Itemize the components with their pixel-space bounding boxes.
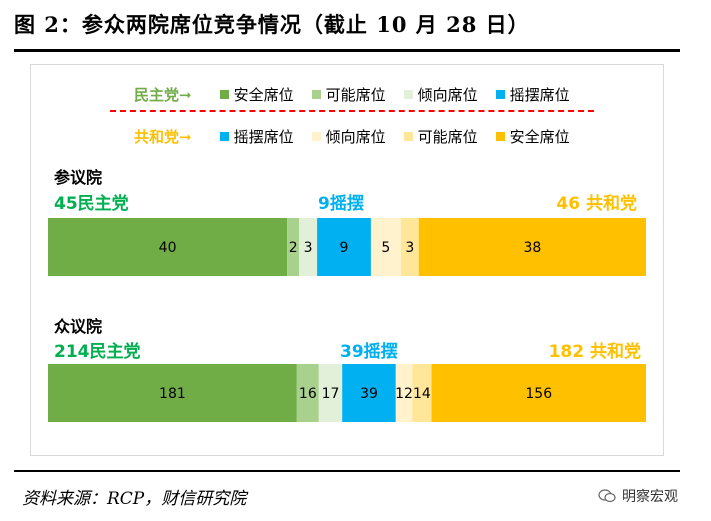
legend-swatch: [495, 89, 505, 99]
bar-segment-label: 5: [381, 240, 390, 256]
bar-segment: [395, 364, 413, 422]
bar-segment-label: 39: [360, 386, 378, 402]
legend-item-dem-safe: 安全席位: [219, 84, 294, 105]
bar-segment: [418, 218, 646, 276]
house-rep-total: 182 共和党: [548, 342, 641, 362]
house-dem-total: 214民主党: [54, 342, 141, 362]
house-title: 众议院: [54, 317, 103, 336]
bar-segment-label: 9: [340, 240, 349, 256]
legend-dem-label: 民主党➞: [134, 85, 192, 104]
senate-tossup-total: 9摇摆: [318, 194, 364, 214]
legend-item-dem-tossup: 摇摆席位: [495, 84, 570, 105]
bottom-rule: [14, 470, 680, 472]
legend-item-rep-likely: 可能席位: [403, 126, 478, 147]
legend-dem-row: 民主党➞ 安全席位 可能席位 倾向席位 摇摆席位: [134, 84, 588, 104]
bar-segment-label: 3: [304, 240, 313, 256]
senate-dem-total: 45民主党: [54, 194, 129, 214]
bar-segment-label: 40: [159, 240, 177, 256]
legend-rep-label: 共和党➞: [134, 127, 192, 146]
bar-segment: [299, 218, 318, 276]
house-tossup-total: 39摇摆: [340, 342, 398, 362]
source-note: 资料来源：RCP，财信研究院: [22, 489, 247, 509]
legend-item-rep-safe: 安全席位: [495, 126, 570, 147]
house-stacked-bar: 181 16 17 39 12 14 156: [48, 364, 646, 422]
bar-segment-label: 16: [299, 386, 317, 402]
bar-segment-label: 38: [523, 240, 541, 256]
bar-segment-label: 14: [413, 386, 431, 402]
bar-segment: [48, 364, 297, 422]
legend-swatch: [219, 131, 229, 141]
legend-item-dem-lean: 倾向席位: [403, 84, 478, 105]
legend-swatch: [311, 131, 321, 141]
bar-segment-label: 12: [395, 386, 413, 402]
legend-separator: [110, 110, 594, 112]
legend-swatch: [403, 131, 413, 141]
legend-swatch: [311, 89, 321, 99]
bar-segment-label: 17: [322, 386, 340, 402]
senate-stacked-bar: 40 2 3 9 5 3 38: [48, 218, 646, 276]
bar-segment-label: 181: [159, 386, 186, 402]
bar-segment: [342, 364, 396, 422]
bar-segment: [318, 364, 343, 422]
senate-title: 参议院: [54, 168, 103, 187]
legend-item-rep-lean: 倾向席位: [311, 126, 386, 147]
legend-swatch: [403, 89, 413, 99]
bar-segment: [412, 364, 432, 422]
legend-item-dem-likely: 可能席位: [311, 84, 386, 105]
bar-segment: [48, 218, 288, 276]
bar-segment: [296, 364, 319, 422]
bar-segment-label: 2: [289, 240, 298, 256]
bar-segment: [317, 218, 371, 276]
watermark-text: 明察宏观: [622, 489, 678, 505]
senate-rep-total: 46 共和党: [556, 194, 637, 214]
bar-segment: [287, 218, 300, 276]
legend-item-rep-tossup: 摇摆席位: [219, 126, 294, 147]
bar-segment-label: 156: [525, 386, 552, 402]
legend-swatch: [495, 131, 505, 141]
wechat-icon: [598, 489, 616, 503]
bar-segment: [431, 364, 646, 422]
bar-segment: [400, 218, 419, 276]
title-rule: [14, 49, 680, 52]
bar-segment: [370, 218, 401, 276]
legend-rep-row: 共和党➞ 摇摆席位 倾向席位 可能席位 安全席位: [134, 126, 588, 146]
watermark: 明察宏观: [598, 486, 678, 506]
legend-swatch: [219, 89, 229, 99]
bar-segment-label: 3: [405, 240, 414, 256]
figure-title: 图 2：参众两院席位竞争情况（截止 10 月 28 日）: [14, 12, 530, 37]
